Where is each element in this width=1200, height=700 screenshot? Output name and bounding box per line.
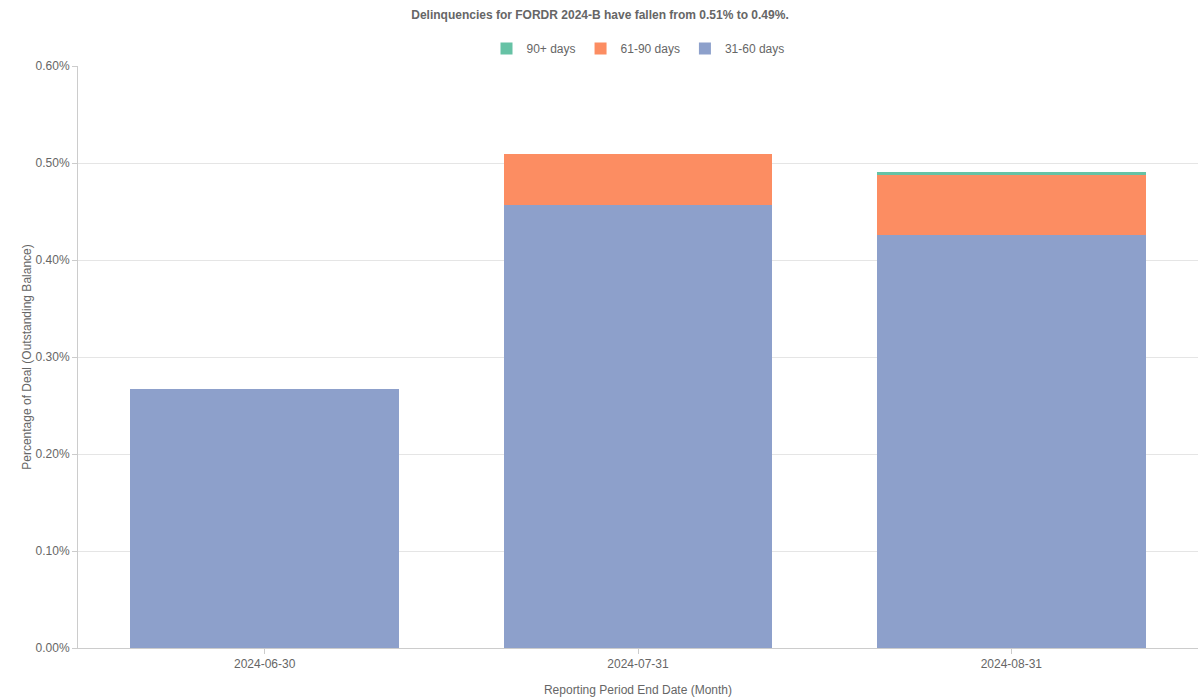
svg-text:0.30%: 0.30% — [36, 350, 70, 364]
svg-text:90+ days: 90+ days — [527, 42, 576, 56]
svg-text:0.10%: 0.10% — [36, 544, 70, 558]
svg-text:Percentage of Deal (Outstandin: Percentage of Deal (Outstanding Balance) — [20, 244, 34, 469]
svg-text:2024-07-31: 2024-07-31 — [607, 657, 669, 671]
svg-text:Delinquencies for FORDR 2024-B: Delinquencies for FORDR 2024-B have fall… — [411, 8, 788, 22]
svg-text:31-60 days: 31-60 days — [725, 42, 784, 56]
svg-text:0.00%: 0.00% — [36, 641, 70, 655]
svg-text:0.20%: 0.20% — [36, 447, 70, 461]
svg-text:61-90 days: 61-90 days — [621, 42, 680, 56]
svg-text:2024-08-31: 2024-08-31 — [981, 657, 1043, 671]
svg-text:2024-06-30: 2024-06-30 — [234, 657, 296, 671]
svg-text:0.60%: 0.60% — [36, 59, 70, 73]
svg-text:Reporting Period End Date (Mon: Reporting Period End Date (Month) — [544, 683, 732, 697]
svg-text:0.40%: 0.40% — [36, 253, 70, 267]
svg-text:0.50%: 0.50% — [36, 156, 70, 170]
